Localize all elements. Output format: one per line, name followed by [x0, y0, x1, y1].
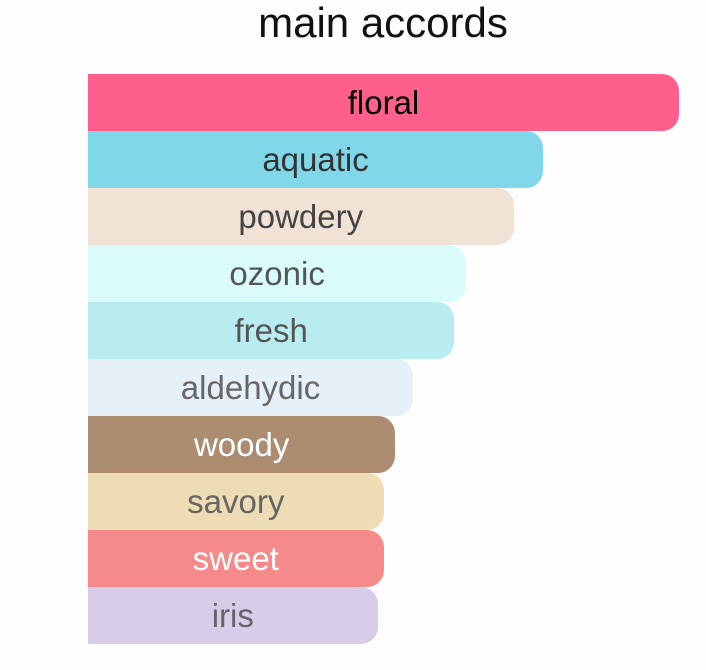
bar-powdery: powdery [88, 188, 514, 245]
chart-title: main accords [258, 0, 508, 46]
bar-label: floral [347, 83, 420, 121]
bar-label: aldehydic [180, 368, 321, 406]
bar-sweet: sweet [88, 530, 384, 587]
bar-iris: iris [88, 587, 378, 644]
bar-label: woody [193, 425, 290, 463]
bar-savory: savory [88, 473, 384, 530]
bar-aquatic: aquatic [88, 131, 544, 188]
bar-label: powdery [238, 197, 364, 235]
bar-ozonic: ozonic [88, 245, 467, 302]
bar-woody: woody [88, 416, 396, 473]
bar-label: aquatic [262, 140, 369, 178]
bar-label: ozonic [229, 254, 325, 292]
bar-aldehydic: aldehydic [88, 359, 414, 416]
accord-bars: floral aquatic powdery ozonic fresh aldehydic… [88, 74, 679, 644]
bar-label: fresh [234, 311, 308, 349]
bar-fresh: fresh [88, 302, 455, 359]
bar-label: savory [187, 482, 285, 520]
bar-label: sweet [192, 539, 279, 577]
bar-floral: floral [88, 74, 679, 131]
bar-label: iris [211, 596, 254, 634]
